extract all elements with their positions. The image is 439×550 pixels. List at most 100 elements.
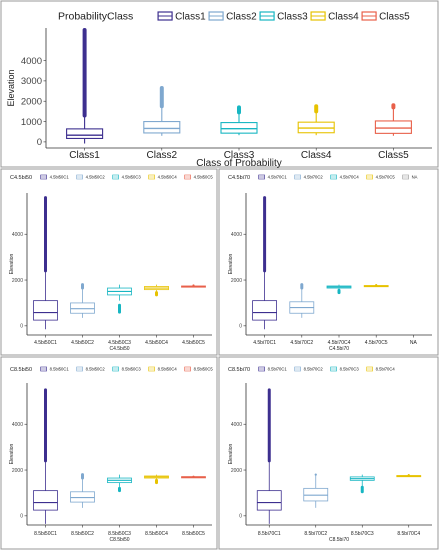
x-tick-label: 8.5bi50C3 bbox=[108, 531, 131, 537]
legend-label: 8.5bi70C2 bbox=[304, 366, 324, 371]
y-tick-label: 1000 bbox=[21, 117, 42, 128]
box-body bbox=[220, 122, 258, 134]
box-body bbox=[66, 128, 104, 139]
chart-c85bi70: 0 2000 4000 Elevation 8.5bi70C1 8.5bi70C2 8.5b… bbox=[228, 366, 432, 543]
x-tick-label: 4.5bi50C3 bbox=[108, 340, 131, 346]
x-tick-label: 8.5bi50C2 bbox=[71, 531, 94, 537]
x-tick-label: 4.5bi70C4 bbox=[328, 340, 351, 346]
y-axis-title: Elevation bbox=[6, 69, 16, 106]
chart-c45bi70: 0 2000 4000 Elevation 4.5bi70C1 4.5bi70C2 4.5b… bbox=[228, 174, 432, 352]
legend-label: Class3 bbox=[277, 12, 308, 23]
panel-frame-c45bi50 bbox=[0, 168, 218, 356]
x-tick-label: 8.5bi70C2 bbox=[304, 531, 327, 537]
panel-frame-c85bi70 bbox=[218, 356, 439, 550]
legend-label: 4.5bi50C4 bbox=[158, 174, 178, 179]
x-axis-title: C8.5bi50 bbox=[109, 537, 129, 543]
box-body bbox=[252, 300, 278, 321]
x-tick-label: Class4 bbox=[301, 150, 332, 161]
panel-frame-c85bi50 bbox=[0, 356, 218, 550]
legend-label: 8.5bi70C3 bbox=[340, 366, 360, 371]
legend-label: 4.5bi50C3 bbox=[122, 174, 142, 179]
box-body bbox=[303, 487, 329, 502]
chart-c45bi50: 0 2000 4000 Elevation 4.5bi50C1 4.5bi50C2 4.5b… bbox=[9, 174, 213, 352]
x-axis-title: C4.5bi70 bbox=[329, 346, 349, 352]
legend-label: Class4 bbox=[328, 12, 359, 23]
legend-label: Class1 bbox=[175, 12, 206, 23]
box-body bbox=[33, 300, 58, 321]
legend-label: 8.5bi50C4 bbox=[158, 366, 178, 371]
x-tick-label: 4.5bi50C4 bbox=[145, 340, 168, 346]
legend-label: 4.5bi50C2 bbox=[86, 174, 106, 179]
legend-label: 8.5bi70C1 bbox=[268, 366, 288, 371]
chart-c85bi50: 0 2000 4000 Elevation 8.5bi50C1 8.5bi50C2 8.5b… bbox=[9, 366, 213, 543]
box-body bbox=[143, 121, 181, 134]
legend-label: 4.5bi70C4 bbox=[340, 174, 360, 179]
box-body bbox=[374, 120, 412, 134]
legend-title: C4.5bi50 bbox=[10, 175, 32, 181]
box-body bbox=[256, 490, 282, 511]
x-axis-title: C8.5bi70 bbox=[329, 537, 349, 543]
x-tick-label: NA bbox=[410, 340, 418, 346]
x-tick-label: Class3 bbox=[224, 150, 255, 161]
x-tick-label: 8.5bi70C1 bbox=[258, 531, 281, 537]
chart-main-probability-class: 0 1000 2000 3000 4000 Elevation Class1 Class2 Cl… bbox=[6, 11, 432, 169]
x-tick-label: 4.5bi70C5 bbox=[365, 340, 388, 346]
legend-label: 4.5bi50C1 bbox=[50, 174, 70, 179]
x-tick-label: Class1 bbox=[69, 150, 100, 161]
y-tick-label: 0 bbox=[239, 324, 242, 330]
y-tick-label: 4000 bbox=[231, 232, 242, 238]
y-tick-label: 2000 bbox=[21, 97, 42, 108]
y-tick-label: 0 bbox=[37, 137, 42, 148]
legend-label: 4.5bi70C2 bbox=[304, 174, 324, 179]
x-tick-label: 8.5bi50C1 bbox=[34, 531, 57, 537]
legend-label: 4.5bi70C1 bbox=[268, 174, 288, 179]
y-tick-label: 4000 bbox=[231, 422, 242, 428]
x-tick-label: 4.5bi70C2 bbox=[290, 340, 313, 346]
x-tick-label: 4.5bi50C2 bbox=[71, 340, 94, 346]
x-tick-label: 8.5bi70C4 bbox=[397, 531, 420, 537]
y-axis-title: Elevation bbox=[9, 254, 15, 275]
y-axis-title: Elevation bbox=[228, 254, 234, 275]
y-tick-label: 2000 bbox=[12, 278, 23, 284]
y-tick-label: 0 bbox=[20, 514, 23, 520]
box-body bbox=[70, 491, 95, 503]
legend-title: C8.5bi50 bbox=[10, 367, 32, 373]
x-tick-label: 8.5bi50C5 bbox=[182, 531, 205, 537]
box-body bbox=[70, 302, 95, 314]
box-body bbox=[33, 490, 58, 511]
panel-frame-c45bi70 bbox=[218, 168, 439, 356]
x-tick-label: Class2 bbox=[147, 150, 178, 161]
x-tick-label: 4.5bi70C1 bbox=[253, 340, 276, 346]
legend-label: Class5 bbox=[379, 12, 410, 23]
x-tick-label: Class5 bbox=[378, 150, 409, 161]
legend-label: Class2 bbox=[226, 12, 257, 23]
y-axis-title: Elevation bbox=[9, 444, 15, 465]
x-axis-title: C4.5bi50 bbox=[109, 346, 129, 352]
y-tick-label: 2000 bbox=[231, 278, 242, 284]
y-tick-label: 2000 bbox=[231, 468, 242, 474]
x-tick-label: 8.5bi50C4 bbox=[145, 531, 168, 537]
legend-label: 8.5bi50C3 bbox=[122, 366, 142, 371]
y-axis-title: Elevation bbox=[228, 444, 234, 465]
x-tick-label: 8.5bi70C3 bbox=[351, 531, 374, 537]
legend-label: 8.5bi70C4 bbox=[376, 366, 396, 371]
y-tick-label: 3000 bbox=[21, 76, 42, 87]
x-tick-label: 4.5bi50C1 bbox=[34, 340, 57, 346]
y-tick-label: 4000 bbox=[12, 232, 23, 238]
panel-frame-main bbox=[0, 0, 439, 168]
legend-title: ProbabilityClass bbox=[58, 11, 133, 23]
legend-label: 8.5bi50C5 bbox=[194, 366, 214, 371]
y-tick-label: 4000 bbox=[21, 56, 42, 67]
x-axis-title: Class of Probability bbox=[196, 158, 282, 169]
legend-label: NA bbox=[412, 174, 418, 179]
x-tick-label: 4.5bi50C5 bbox=[182, 340, 205, 346]
y-tick-label: 4000 bbox=[12, 422, 23, 428]
legend-title: C4.5bi70 bbox=[228, 175, 250, 181]
y-tick-label: 2000 bbox=[12, 468, 23, 474]
y-tick-label: 0 bbox=[20, 324, 23, 330]
legend-label: 8.5bi50C2 bbox=[86, 366, 106, 371]
legend-label: 4.5bi50C5 bbox=[194, 174, 214, 179]
y-tick-label: 0 bbox=[239, 514, 242, 520]
legend-label: 8.5bi50C1 bbox=[50, 366, 70, 371]
